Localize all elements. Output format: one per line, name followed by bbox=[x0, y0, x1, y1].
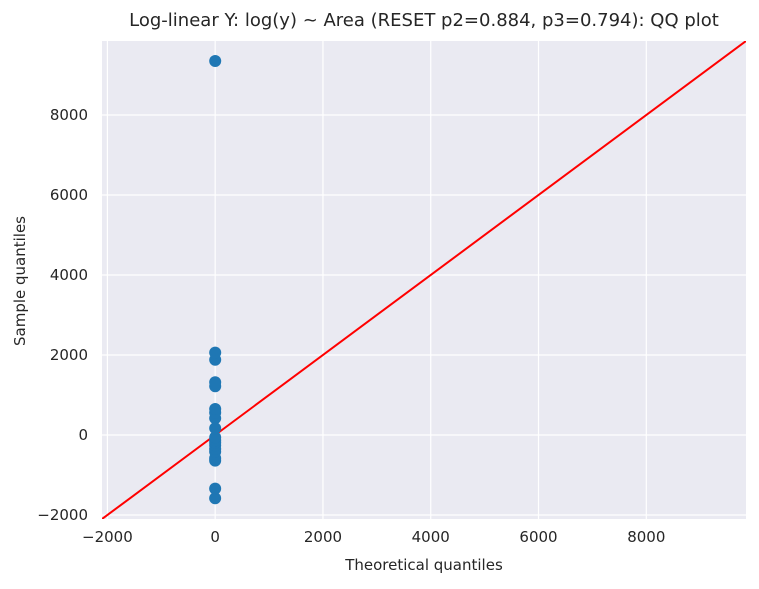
x-axis-label: Theoretical quantiles bbox=[345, 556, 503, 574]
data-points bbox=[209, 55, 222, 505]
y-tick-label: −2000 bbox=[37, 506, 88, 524]
x-tick-label: 2000 bbox=[304, 528, 342, 546]
data-point bbox=[209, 55, 222, 67]
data-point bbox=[209, 376, 222, 389]
data-point bbox=[209, 403, 222, 415]
chart-title: Log-linear Y: log(y) ~ Area (RESET p2=0.… bbox=[129, 10, 719, 31]
data-point bbox=[209, 431, 222, 444]
data-point bbox=[209, 422, 222, 435]
x-tick-label: −2000 bbox=[82, 528, 133, 546]
data-point bbox=[209, 482, 222, 495]
y-tick-label: 6000 bbox=[50, 186, 88, 204]
x-tick-label: 4000 bbox=[412, 528, 450, 546]
x-tick-label: 0 bbox=[210, 528, 220, 546]
y-tick-label: 4000 bbox=[50, 266, 88, 284]
y-tick-label: 0 bbox=[78, 426, 88, 444]
y-tick-label: 2000 bbox=[50, 346, 88, 364]
x-tick-label: 6000 bbox=[519, 528, 557, 546]
x-tick-label: 8000 bbox=[627, 528, 665, 546]
data-point bbox=[209, 492, 222, 505]
data-point bbox=[209, 346, 222, 359]
tick-labels: −2000 0 2000 4000 6000 8000 −2000 0 2000 4000 6000… bbox=[37, 106, 665, 546]
y-tick-label: 8000 bbox=[50, 106, 88, 124]
grid bbox=[102, 41, 746, 519]
